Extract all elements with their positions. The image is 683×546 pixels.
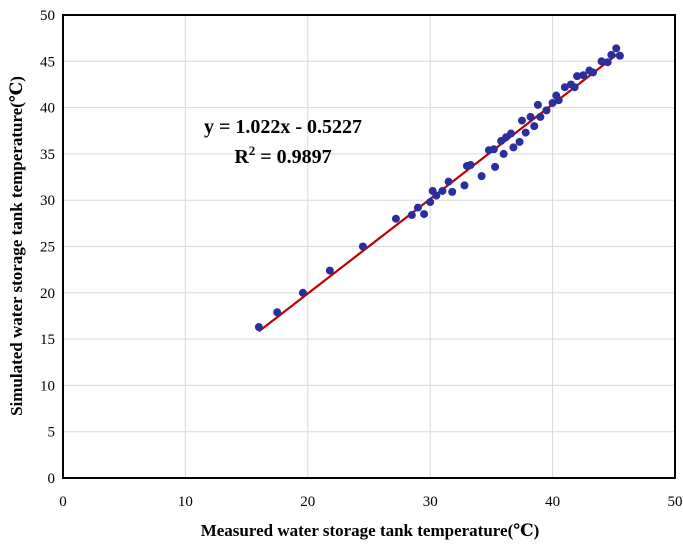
- data-point: [466, 161, 475, 170]
- data-point: [509, 143, 518, 152]
- data-point: [530, 122, 539, 131]
- data-point: [554, 96, 563, 105]
- data-point: [573, 72, 582, 81]
- data-points: [254, 44, 624, 332]
- y-tick-label: 45: [40, 54, 55, 70]
- data-point: [536, 112, 545, 121]
- x-tick-label: 10: [178, 494, 193, 510]
- data-point: [548, 98, 557, 107]
- data-point: [518, 116, 526, 125]
- y-tick-label: 15: [40, 332, 55, 348]
- data-point: [515, 137, 524, 146]
- x-tick-label: 20: [300, 494, 315, 510]
- data-point: [506, 129, 515, 138]
- data-point: [420, 210, 429, 219]
- data-point: [426, 198, 435, 207]
- data-point: [413, 203, 422, 212]
- x-tick-label: 0: [59, 494, 67, 510]
- x-axis-title: Measured water storage tank temperature(…: [201, 521, 540, 540]
- data-point: [444, 177, 453, 186]
- data-point: [477, 172, 486, 181]
- y-tick-label: 5: [48, 425, 56, 441]
- x-tick-labels: 0 10 20 30 40 50: [59, 494, 682, 510]
- y-tick-label: 30: [40, 193, 55, 209]
- data-point: [499, 149, 508, 158]
- data-point: [579, 71, 588, 80]
- y-axis-title: Simulated water storage tank temperature…: [7, 76, 26, 416]
- data-point: [542, 106, 551, 115]
- data-point: [254, 323, 263, 332]
- data-point: [615, 51, 624, 60]
- data-point: [460, 181, 469, 190]
- y-tick-label: 35: [40, 147, 55, 163]
- data-point: [560, 83, 569, 92]
- y-tick-label: 10: [40, 378, 55, 394]
- data-point: [491, 162, 500, 171]
- data-point: [570, 83, 579, 92]
- data-point: [432, 191, 441, 200]
- data-point: [612, 44, 621, 53]
- x-tick-label: 30: [423, 494, 438, 510]
- data-point: [298, 288, 307, 297]
- r-squared-superscript: 2: [249, 143, 256, 158]
- data-point: [325, 266, 334, 275]
- data-point: [358, 242, 367, 251]
- data-point: [603, 58, 612, 67]
- data-point: [526, 112, 535, 121]
- data-point: [521, 128, 530, 137]
- data-point: [391, 214, 400, 223]
- y-tick-labels: 0 5 10 15 20 25 30 35 40 45 50: [40, 8, 55, 487]
- plot-area-border: [62, 14, 676, 479]
- y-tick-label: 50: [40, 8, 55, 24]
- data-point: [438, 186, 447, 195]
- x-tick-label: 40: [545, 494, 560, 510]
- data-point: [489, 145, 498, 154]
- data-point: [597, 57, 606, 66]
- data-point: [407, 211, 416, 220]
- data-point: [273, 308, 282, 317]
- data-point: [588, 68, 597, 77]
- data-point: [533, 100, 542, 109]
- y-tick-label: 0: [48, 471, 56, 487]
- equation-label: y = 1.022x - 0.5227: [204, 116, 362, 138]
- data-point: [607, 50, 616, 59]
- y-tick-label: 25: [40, 240, 55, 256]
- x-tick-label: 50: [668, 494, 683, 510]
- r-squared-label: R2 = 0.9897: [234, 143, 331, 168]
- y-tick-label: 20: [40, 286, 55, 302]
- y-tick-label: 40: [40, 101, 55, 117]
- data-point: [448, 187, 457, 196]
